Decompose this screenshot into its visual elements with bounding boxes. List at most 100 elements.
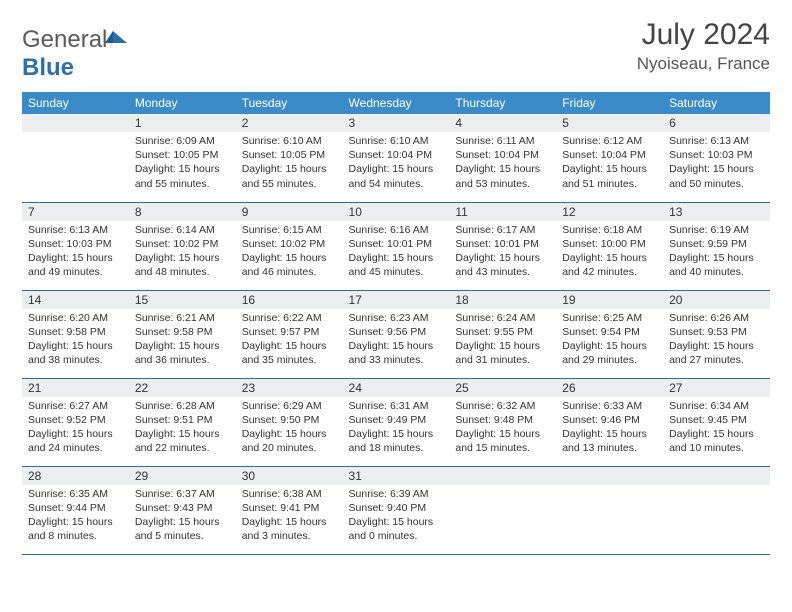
day-details: Sunrise: 6:37 AMSunset: 9:43 PMDaylight:… [129, 485, 236, 548]
sunset-line: Sunset: 9:41 PM [242, 501, 337, 515]
day-details: Sunrise: 6:26 AMSunset: 9:53 PMDaylight:… [663, 309, 770, 372]
sunset-line: Sunset: 9:51 PM [135, 413, 230, 427]
sunset-line: Sunset: 9:58 PM [135, 325, 230, 339]
weekday-header: Monday [129, 92, 236, 114]
sunrise-line: Sunrise: 6:29 AM [242, 399, 337, 413]
day-details: Sunrise: 6:23 AMSunset: 9:56 PMDaylight:… [343, 309, 450, 372]
sunrise-line: Sunrise: 6:23 AM [349, 311, 444, 325]
daylight-line: Daylight: 15 hours and 31 minutes. [455, 339, 550, 367]
day-details: Sunrise: 6:12 AMSunset: 10:04 PMDaylight… [556, 132, 663, 195]
logo-word-b: Blue [22, 54, 74, 81]
day-number: 3 [343, 114, 450, 132]
page-title: July 2024 [637, 18, 770, 52]
sunrise-line: Sunrise: 6:27 AM [28, 399, 123, 413]
sunrise-line: Sunrise: 6:28 AM [135, 399, 230, 413]
daylight-line: Daylight: 15 hours and 40 minutes. [669, 251, 764, 279]
daylight-line: Daylight: 15 hours and 38 minutes. [28, 339, 123, 367]
sunset-line: Sunset: 9:55 PM [455, 325, 550, 339]
calendar-day-cell: 23Sunrise: 6:29 AMSunset: 9:50 PMDayligh… [236, 378, 343, 466]
calendar-week-row: 7Sunrise: 6:13 AMSunset: 10:03 PMDayligh… [22, 202, 770, 290]
calendar-week-row: 28Sunrise: 6:35 AMSunset: 9:44 PMDayligh… [22, 466, 770, 554]
title-block: July 2024 Nyoiseau, France [637, 18, 770, 74]
sunrise-line: Sunrise: 6:33 AM [562, 399, 657, 413]
day-number: 5 [556, 114, 663, 132]
sunset-line: Sunset: 9:40 PM [349, 501, 444, 515]
calendar-empty-cell [22, 114, 129, 202]
sunrise-line: Sunrise: 6:11 AM [455, 134, 550, 148]
day-number: 26 [556, 379, 663, 397]
daylight-line: Daylight: 15 hours and 49 minutes. [28, 251, 123, 279]
sunset-line: Sunset: 10:04 PM [455, 148, 550, 162]
day-number: 1 [129, 114, 236, 132]
sunrise-line: Sunrise: 6:20 AM [28, 311, 123, 325]
calendar-body: 1Sunrise: 6:09 AMSunset: 10:05 PMDayligh… [22, 114, 770, 554]
daylight-line: Daylight: 15 hours and 27 minutes. [669, 339, 764, 367]
sunset-line: Sunset: 9:48 PM [455, 413, 550, 427]
day-number: 31 [343, 467, 450, 485]
calendar-day-cell: 16Sunrise: 6:22 AMSunset: 9:57 PMDayligh… [236, 290, 343, 378]
calendar-empty-cell [556, 466, 663, 554]
day-number: 7 [22, 203, 129, 221]
sunrise-line: Sunrise: 6:25 AM [562, 311, 657, 325]
day-details: Sunrise: 6:20 AMSunset: 9:58 PMDaylight:… [22, 309, 129, 372]
sunset-line: Sunset: 9:58 PM [28, 325, 123, 339]
logo-word-a: General [22, 26, 107, 53]
sunset-line: Sunset: 9:43 PM [135, 501, 230, 515]
sunset-line: Sunset: 9:46 PM [562, 413, 657, 427]
day-number: 28 [22, 467, 129, 485]
sunrise-line: Sunrise: 6:14 AM [135, 223, 230, 237]
sunrise-line: Sunrise: 6:35 AM [28, 487, 123, 501]
sunset-line: Sunset: 10:02 PM [135, 237, 230, 251]
day-number [663, 467, 770, 485]
day-number: 24 [343, 379, 450, 397]
calendar-day-cell: 19Sunrise: 6:25 AMSunset: 9:54 PMDayligh… [556, 290, 663, 378]
day-details: Sunrise: 6:18 AMSunset: 10:00 PMDaylight… [556, 221, 663, 284]
calendar-day-cell: 17Sunrise: 6:23 AMSunset: 9:56 PMDayligh… [343, 290, 450, 378]
day-details: Sunrise: 6:19 AMSunset: 9:59 PMDaylight:… [663, 221, 770, 284]
day-number: 4 [449, 114, 556, 132]
calendar-day-cell: 27Sunrise: 6:34 AMSunset: 9:45 PMDayligh… [663, 378, 770, 466]
calendar-day-cell: 24Sunrise: 6:31 AMSunset: 9:49 PMDayligh… [343, 378, 450, 466]
calendar-day-cell: 6Sunrise: 6:13 AMSunset: 10:03 PMDayligh… [663, 114, 770, 202]
daylight-line: Daylight: 15 hours and 50 minutes. [669, 162, 764, 190]
calendar-day-cell: 4Sunrise: 6:11 AMSunset: 10:04 PMDayligh… [449, 114, 556, 202]
weekday-header: Thursday [449, 92, 556, 114]
sunrise-line: Sunrise: 6:13 AM [669, 134, 764, 148]
day-number: 25 [449, 379, 556, 397]
daylight-line: Daylight: 15 hours and 13 minutes. [562, 427, 657, 455]
sunset-line: Sunset: 9:49 PM [349, 413, 444, 427]
sunrise-line: Sunrise: 6:37 AM [135, 487, 230, 501]
day-number: 12 [556, 203, 663, 221]
day-details: Sunrise: 6:11 AMSunset: 10:04 PMDaylight… [449, 132, 556, 195]
daylight-line: Daylight: 15 hours and 8 minutes. [28, 515, 123, 543]
sunset-line: Sunset: 10:05 PM [242, 148, 337, 162]
daylight-line: Daylight: 15 hours and 29 minutes. [562, 339, 657, 367]
calendar-day-cell: 31Sunrise: 6:39 AMSunset: 9:40 PMDayligh… [343, 466, 450, 554]
calendar-day-cell: 30Sunrise: 6:38 AMSunset: 9:41 PMDayligh… [236, 466, 343, 554]
daylight-line: Daylight: 15 hours and 36 minutes. [135, 339, 230, 367]
calendar-day-cell: 1Sunrise: 6:09 AMSunset: 10:05 PMDayligh… [129, 114, 236, 202]
daylight-line: Daylight: 15 hours and 22 minutes. [135, 427, 230, 455]
calendar-day-cell: 25Sunrise: 6:32 AMSunset: 9:48 PMDayligh… [449, 378, 556, 466]
day-details: Sunrise: 6:14 AMSunset: 10:02 PMDaylight… [129, 221, 236, 284]
sunrise-line: Sunrise: 6:21 AM [135, 311, 230, 325]
day-number [556, 467, 663, 485]
day-number: 27 [663, 379, 770, 397]
calendar-week-row: 14Sunrise: 6:20 AMSunset: 9:58 PMDayligh… [22, 290, 770, 378]
sunrise-line: Sunrise: 6:19 AM [669, 223, 764, 237]
sunset-line: Sunset: 9:45 PM [669, 413, 764, 427]
day-number: 11 [449, 203, 556, 221]
weekday-header: Saturday [663, 92, 770, 114]
calendar-table: SundayMondayTuesdayWednesdayThursdayFrid… [22, 92, 770, 555]
day-details: Sunrise: 6:28 AMSunset: 9:51 PMDaylight:… [129, 397, 236, 460]
sunrise-line: Sunrise: 6:39 AM [349, 487, 444, 501]
calendar-week-row: 21Sunrise: 6:27 AMSunset: 9:52 PMDayligh… [22, 378, 770, 466]
day-details: Sunrise: 6:35 AMSunset: 9:44 PMDaylight:… [22, 485, 129, 548]
daylight-line: Daylight: 15 hours and 33 minutes. [349, 339, 444, 367]
sunrise-line: Sunrise: 6:13 AM [28, 223, 123, 237]
calendar-day-cell: 18Sunrise: 6:24 AMSunset: 9:55 PMDayligh… [449, 290, 556, 378]
daylight-line: Daylight: 15 hours and 18 minutes. [349, 427, 444, 455]
day-details: Sunrise: 6:13 AMSunset: 10:03 PMDaylight… [22, 221, 129, 284]
sunset-line: Sunset: 10:03 PM [669, 148, 764, 162]
sunrise-line: Sunrise: 6:12 AM [562, 134, 657, 148]
